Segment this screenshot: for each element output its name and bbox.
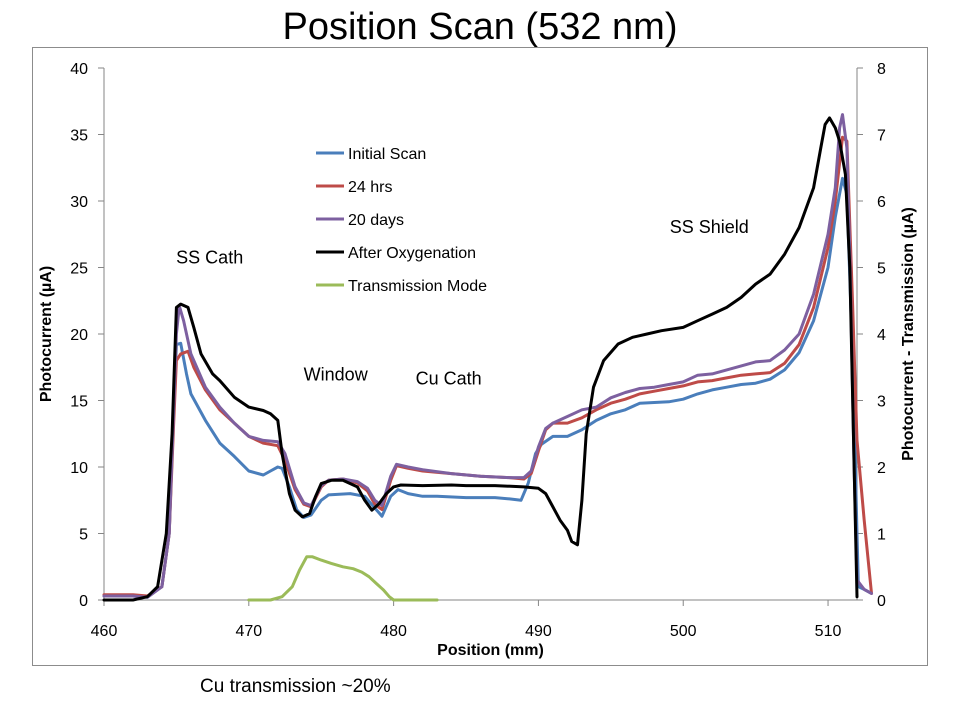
- y2-tick-label: 5: [877, 261, 886, 278]
- y2-tick-label: 4: [877, 327, 886, 344]
- annotation-label: Cu Cath: [416, 369, 482, 389]
- series-line-1: [102, 135, 873, 598]
- y-tick-label: 15: [70, 394, 88, 411]
- y2-tick-label: 8: [877, 61, 886, 78]
- legend-label: Initial Scan: [348, 146, 426, 163]
- annotation-label: SS Shield: [670, 217, 749, 237]
- x-tick-label: 470: [235, 623, 262, 640]
- series-line-3: [102, 116, 859, 602]
- y-tick-label: 10: [70, 460, 88, 477]
- legend-label: Transmission Mode: [348, 278, 487, 295]
- y2-tick-label: 7: [877, 128, 886, 145]
- y-tick-label: 30: [70, 194, 88, 211]
- y2-tick-label: 1: [877, 527, 886, 544]
- slide-title: Position Scan (532 nm): [282, 6, 678, 48]
- y2-axis-title: Photocurrent - Transmission (µA): [900, 207, 917, 461]
- x-tick-label: 500: [670, 623, 697, 640]
- chart-frame: 460 470 480 490 500 510 0 5 10 15 20 25 30 35 40 0 1 2 3 4 5…: [32, 47, 928, 666]
- series-line-2: [102, 113, 873, 599]
- y-tick-label: 35: [70, 128, 88, 145]
- x-tick-label: 510: [815, 623, 842, 640]
- x-tick-label: 480: [380, 623, 407, 640]
- y-tick-label: 25: [70, 261, 88, 278]
- footnote: Cu transmission ~20%: [200, 676, 391, 697]
- legend-label: After Oxygenation: [348, 245, 476, 262]
- x-axis-title: Position (mm): [437, 642, 544, 659]
- y-tick-label: 5: [79, 527, 88, 544]
- y2-tick-label: 2: [877, 460, 886, 477]
- series-line-0: [102, 176, 873, 599]
- y-tick-label: 40: [70, 61, 88, 78]
- y2-tick-label: 3: [877, 394, 886, 411]
- annotation-label: SS Cath: [176, 248, 243, 268]
- y2-tick-label: 6: [877, 194, 886, 211]
- chart-svg: 460 470 480 490 500 5100510152025303540012345…: [38, 61, 917, 659]
- legend-label: 20 days: [348, 212, 404, 229]
- y-tick-label: 0: [79, 593, 88, 610]
- x-tick-label: 460: [91, 623, 118, 640]
- legend-label: 24 hrs: [348, 179, 392, 196]
- annotation-label: Window: [304, 365, 369, 385]
- y2-tick-label: 0: [877, 593, 886, 610]
- series-line-4: [247, 555, 439, 602]
- x-tick-label: 490: [525, 623, 552, 640]
- y-axis-title: Photocurrent (µA): [38, 266, 55, 402]
- y-tick-label: 20: [70, 327, 88, 344]
